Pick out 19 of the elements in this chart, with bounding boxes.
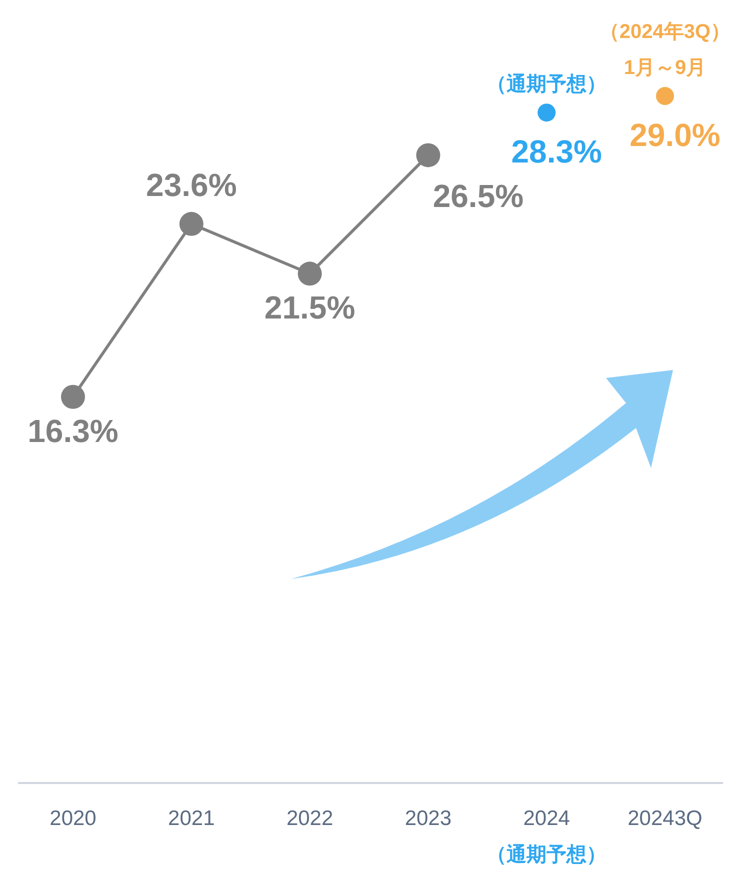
point	[179, 212, 204, 236]
x-tick-label: 2022	[286, 807, 334, 830]
point	[298, 262, 322, 286]
data-label: 21.5%	[264, 290, 356, 326]
x-tick-label: 2021	[168, 807, 215, 830]
point	[416, 143, 440, 168]
point	[538, 104, 556, 122]
point	[61, 384, 85, 409]
data-label: 26.5%	[432, 178, 524, 214]
data-label: 28.3%	[511, 134, 602, 170]
x-tick-label: 20243Q	[628, 807, 702, 830]
x-tick-label: 2024	[523, 807, 570, 830]
data-label: 16.3%	[28, 412, 118, 449]
text: （通期予想）	[486, 843, 607, 866]
x-tick-label: 2023	[404, 807, 452, 830]
data-label: 23.6%	[146, 166, 237, 203]
x-tick-label: 2020	[50, 807, 96, 830]
point	[656, 87, 674, 105]
data-label: 29.0%	[630, 117, 720, 153]
